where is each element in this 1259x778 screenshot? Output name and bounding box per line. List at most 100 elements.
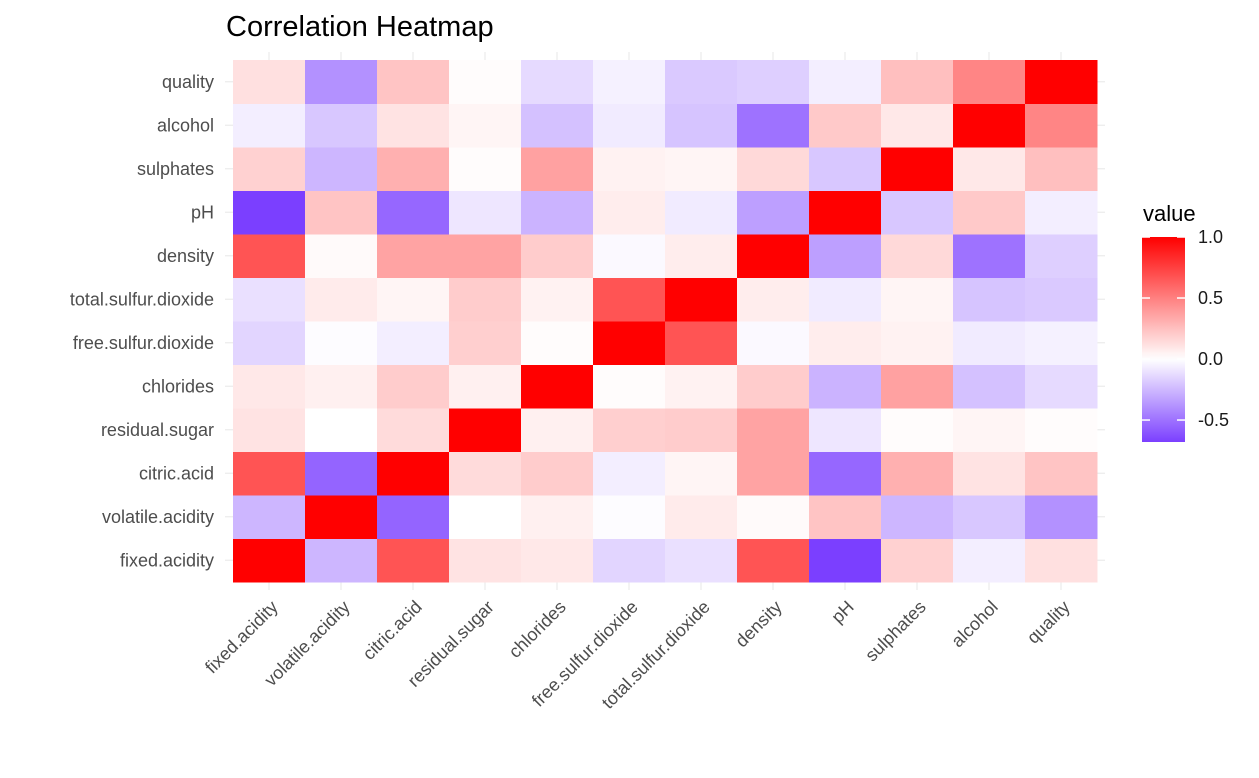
- heatmap-cell-alcohol-density: [737, 103, 810, 148]
- legend-ticks: 1.0 0.5 0.0 -0.5: [1142, 227, 1229, 430]
- x-tick-label: sulphates: [861, 597, 930, 666]
- heatmap-cell-quality-alcohol: [953, 60, 1026, 104]
- heatmap-cell-density-pH: [809, 234, 882, 278]
- heatmap-cell-fixed.acidity-volatile.acidity: [305, 538, 378, 583]
- heatmap-cell-chlorides-volatile.acidity: [305, 364, 378, 409]
- heatmap-cell-alcohol-chlorides: [521, 103, 594, 148]
- heatmap-cell-free.sulfur.dioxide-citric.acid: [377, 321, 450, 365]
- heatmap-cell-fixed.acidity-total.sulfur.dioxide: [665, 538, 738, 583]
- y-tick-label: citric.acid: [139, 463, 214, 483]
- heatmap-cell-pH-volatile.acidity: [305, 190, 378, 235]
- heatmap-cell-free.sulfur.dioxide-quality: [1025, 321, 1098, 365]
- y-tick-label: quality: [162, 72, 214, 92]
- heatmap-cell-pH-sulphates: [881, 190, 954, 235]
- heatmap-cell-total.sulfur.dioxide-free.sulfur.dioxide: [593, 277, 666, 322]
- y-tick-label: fixed.acidity: [120, 550, 214, 570]
- heatmap-cell-total.sulfur.dioxide-chlorides: [521, 277, 594, 322]
- heatmap-cell-pH-chlorides: [521, 190, 594, 235]
- heatmap-cell-free.sulfur.dioxide-free.sulfur.dioxide: [593, 321, 666, 365]
- heatmap-cell-chlorides-alcohol: [953, 364, 1026, 409]
- y-tick-label: sulphates: [137, 159, 214, 179]
- heatmap-cell-chlorides-density: [737, 364, 810, 409]
- legend-label: 0.5: [1198, 288, 1223, 308]
- heatmap-cell-chlorides-fixed.acidity: [233, 364, 306, 409]
- heatmap-cell-pH-free.sulfur.dioxide: [593, 190, 666, 235]
- heatmap-cell-residual.sugar-volatile.acidity: [305, 408, 378, 452]
- heatmap-cell-density-citric.acid: [377, 234, 450, 278]
- heatmap-cell-citric.acid-free.sulfur.dioxide: [593, 451, 666, 496]
- heatmap-cell-pH-pH: [809, 190, 882, 235]
- heatmap-cell-free.sulfur.dioxide-chlorides: [521, 321, 594, 365]
- heatmap-cell-pH-density: [737, 190, 810, 235]
- heatmap-cell-fixed.acidity-alcohol: [953, 538, 1026, 583]
- heatmap-cell-free.sulfur.dioxide-fixed.acidity: [233, 321, 306, 365]
- heatmap-cell-fixed.acidity-residual.sugar: [449, 538, 522, 583]
- heatmap-cell-pH-residual.sugar: [449, 190, 522, 235]
- heatmap-cell-alcohol-pH: [809, 103, 882, 148]
- heatmap-cell-total.sulfur.dioxide-volatile.acidity: [305, 277, 378, 322]
- legend-label: -0.5: [1198, 410, 1229, 430]
- heatmap-cell-residual.sugar-fixed.acidity: [233, 408, 306, 452]
- heatmap-cell-free.sulfur.dioxide-residual.sugar: [449, 321, 522, 365]
- heatmap-cell-total.sulfur.dioxide-fixed.acidity: [233, 277, 306, 322]
- heatmap-cell-citric.acid-total.sulfur.dioxide: [665, 451, 738, 496]
- heatmap-cell-quality-free.sulfur.dioxide: [593, 60, 666, 104]
- heatmap-cell-volatile.acidity-density: [737, 495, 810, 539]
- heatmap-cell-volatile.acidity-alcohol: [953, 495, 1026, 539]
- heatmap-cell-quality-sulphates: [881, 60, 954, 104]
- heatmap-cell-sulphates-alcohol: [953, 147, 1026, 191]
- x-tick-label: chlorides: [505, 597, 570, 662]
- heatmap-cell-alcohol-alcohol: [953, 103, 1026, 148]
- heatmap-cell-sulphates-chlorides: [521, 147, 594, 191]
- heatmap-cell-chlorides-citric.acid: [377, 364, 450, 409]
- heatmap-cell-fixed.acidity-citric.acid: [377, 538, 450, 583]
- heatmap-cell-alcohol-quality: [1025, 103, 1098, 148]
- heatmap-cell-residual.sugar-total.sulfur.dioxide: [665, 408, 738, 452]
- heatmap-cell-residual.sugar-density: [737, 408, 810, 452]
- heatmap-cell-sulphates-free.sulfur.dioxide: [593, 147, 666, 191]
- heatmap-cell-residual.sugar-sulphates: [881, 408, 954, 452]
- heatmap-cell-citric.acid-quality: [1025, 451, 1098, 496]
- color-legend: value 1.0 0.5 0.0 -0.5: [1142, 201, 1229, 442]
- heatmap-cell-total.sulfur.dioxide-total.sulfur.dioxide: [665, 277, 738, 322]
- heatmap-cell-volatile.acidity-residual.sugar: [449, 495, 522, 539]
- legend-color-bar: [1142, 237, 1185, 442]
- heatmap-cell-fixed.acidity-pH: [809, 538, 882, 583]
- heatmap-cell-total.sulfur.dioxide-alcohol: [953, 277, 1026, 322]
- x-tick-label: fixed.acidity: [201, 597, 282, 678]
- heatmap-cell-pH-fixed.acidity: [233, 190, 306, 235]
- y-axis-tick-labels: fixed.acidity volatile.acidity citric.acid…: [70, 72, 214, 571]
- heatmap-cell-volatile.acidity-free.sulfur.dioxide: [593, 495, 666, 539]
- legend-label: 1.0: [1198, 227, 1223, 247]
- heatmap-cell-residual.sugar-pH: [809, 408, 882, 452]
- heatmap-cell-quality-fixed.acidity: [233, 60, 306, 104]
- x-tick-label: pH: [827, 597, 857, 627]
- heatmap-cell-sulphates-total.sulfur.dioxide: [665, 147, 738, 191]
- heatmap-cell-volatile.acidity-pH: [809, 495, 882, 539]
- heatmap-cell-quality-pH: [809, 60, 882, 104]
- heatmap-cell-quality-total.sulfur.dioxide: [665, 60, 738, 104]
- heatmap-cell-quality-density: [737, 60, 810, 104]
- heatmap-cell-total.sulfur.dioxide-pH: [809, 277, 882, 322]
- heatmap-cell-citric.acid-pH: [809, 451, 882, 496]
- heatmap-cell-quality-volatile.acidity: [305, 60, 378, 104]
- heatmap-cell-citric.acid-residual.sugar: [449, 451, 522, 496]
- y-tick-label: volatile.acidity: [102, 507, 214, 527]
- heatmap-cell-density-volatile.acidity: [305, 234, 378, 278]
- heatmap-cell-sulphates-sulphates: [881, 147, 954, 191]
- heatmap-cell-total.sulfur.dioxide-quality: [1025, 277, 1098, 322]
- heatmap-cell-alcohol-citric.acid: [377, 103, 450, 148]
- heatmap-cell-sulphates-pH: [809, 147, 882, 191]
- heatmap-cell-pH-total.sulfur.dioxide: [665, 190, 738, 235]
- heatmap-cell-chlorides-free.sulfur.dioxide: [593, 364, 666, 409]
- heatmap-cell-volatile.acidity-volatile.acidity: [305, 495, 378, 539]
- heatmap-cell-chlorides-chlorides: [521, 364, 594, 409]
- heatmap-cell-free.sulfur.dioxide-density: [737, 321, 810, 365]
- heatmap-cell-volatile.acidity-sulphates: [881, 495, 954, 539]
- heatmap-cell-quality-quality: [1025, 60, 1098, 104]
- heatmap-cell-pH-alcohol: [953, 190, 1026, 235]
- heatmap-cell-density-total.sulfur.dioxide: [665, 234, 738, 278]
- x-tick-label: density: [731, 597, 785, 651]
